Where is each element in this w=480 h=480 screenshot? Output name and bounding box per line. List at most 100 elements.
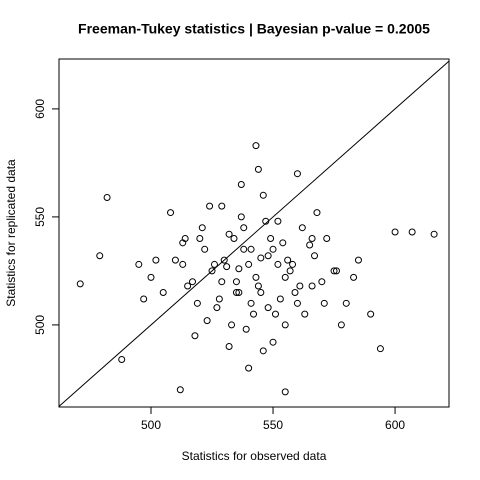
point (176, 386, 184, 394)
x-axis-label: Statistics for observed data (182, 449, 327, 463)
point (220, 256, 228, 264)
point (218, 278, 226, 286)
point (313, 209, 321, 217)
point (376, 345, 384, 353)
point (254, 165, 262, 173)
point (367, 310, 375, 318)
point (391, 228, 399, 236)
point (269, 338, 277, 346)
point (171, 256, 179, 264)
point (269, 245, 277, 253)
point (225, 343, 233, 351)
point (179, 260, 187, 268)
point (245, 260, 253, 268)
chart-title: Freeman-Tukey statistics | Bayesian p-va… (78, 21, 430, 37)
point (103, 193, 111, 201)
point (237, 181, 245, 189)
point (311, 252, 319, 260)
point (206, 202, 214, 210)
point (257, 254, 265, 262)
x-tick-label: 500 (141, 418, 161, 432)
point (330, 267, 338, 275)
point (350, 273, 358, 281)
y-tick-label: 600 (33, 99, 47, 119)
point (245, 364, 253, 372)
point (262, 217, 270, 225)
point (342, 299, 350, 307)
point (281, 273, 289, 281)
point (252, 142, 260, 150)
point (301, 310, 309, 318)
point (332, 267, 340, 275)
point (298, 224, 306, 232)
point (196, 235, 204, 243)
point (276, 295, 284, 303)
point (279, 239, 287, 247)
point (286, 267, 294, 275)
point (247, 245, 255, 253)
point (76, 280, 84, 288)
point (306, 241, 314, 249)
point (408, 228, 416, 236)
y-tick-label: 500 (33, 315, 47, 335)
point (140, 295, 148, 303)
point (213, 304, 221, 312)
point (274, 260, 282, 268)
point (191, 332, 199, 340)
point (201, 245, 209, 253)
point (308, 282, 316, 290)
point (135, 260, 143, 268)
point (254, 282, 262, 290)
point (230, 235, 238, 243)
point (118, 355, 126, 363)
point (225, 230, 233, 238)
point (235, 289, 243, 297)
point (291, 289, 299, 297)
point (257, 289, 265, 297)
point (323, 235, 331, 243)
point (354, 256, 362, 264)
point (281, 388, 289, 396)
point (259, 347, 267, 355)
point (252, 273, 260, 281)
point (159, 289, 167, 297)
point (308, 235, 316, 243)
point (284, 256, 292, 264)
point (152, 256, 160, 264)
point (242, 325, 250, 333)
point (293, 170, 301, 178)
point (240, 224, 248, 232)
point (271, 310, 279, 318)
point (264, 304, 272, 312)
point (296, 282, 304, 290)
point (274, 217, 282, 225)
point (320, 299, 328, 307)
point (188, 278, 196, 286)
plot-frame (58, 58, 450, 408)
point (247, 299, 255, 307)
point (198, 224, 206, 232)
point (208, 267, 216, 275)
point (193, 299, 201, 307)
point (337, 321, 345, 329)
point (218, 202, 226, 210)
point (228, 321, 236, 329)
point (184, 282, 192, 290)
point (167, 209, 175, 217)
point (289, 260, 297, 268)
point (264, 252, 272, 260)
point (223, 263, 231, 271)
point (430, 230, 438, 238)
point (293, 299, 301, 307)
point (210, 260, 218, 268)
point (267, 235, 275, 243)
point (96, 252, 104, 260)
point (237, 213, 245, 221)
point (281, 321, 289, 329)
y-tick-label: 550 (33, 207, 47, 227)
y-axis-label: Statistics for replicated data (4, 159, 18, 307)
point (259, 191, 267, 199)
point (235, 265, 243, 273)
point (147, 273, 155, 281)
